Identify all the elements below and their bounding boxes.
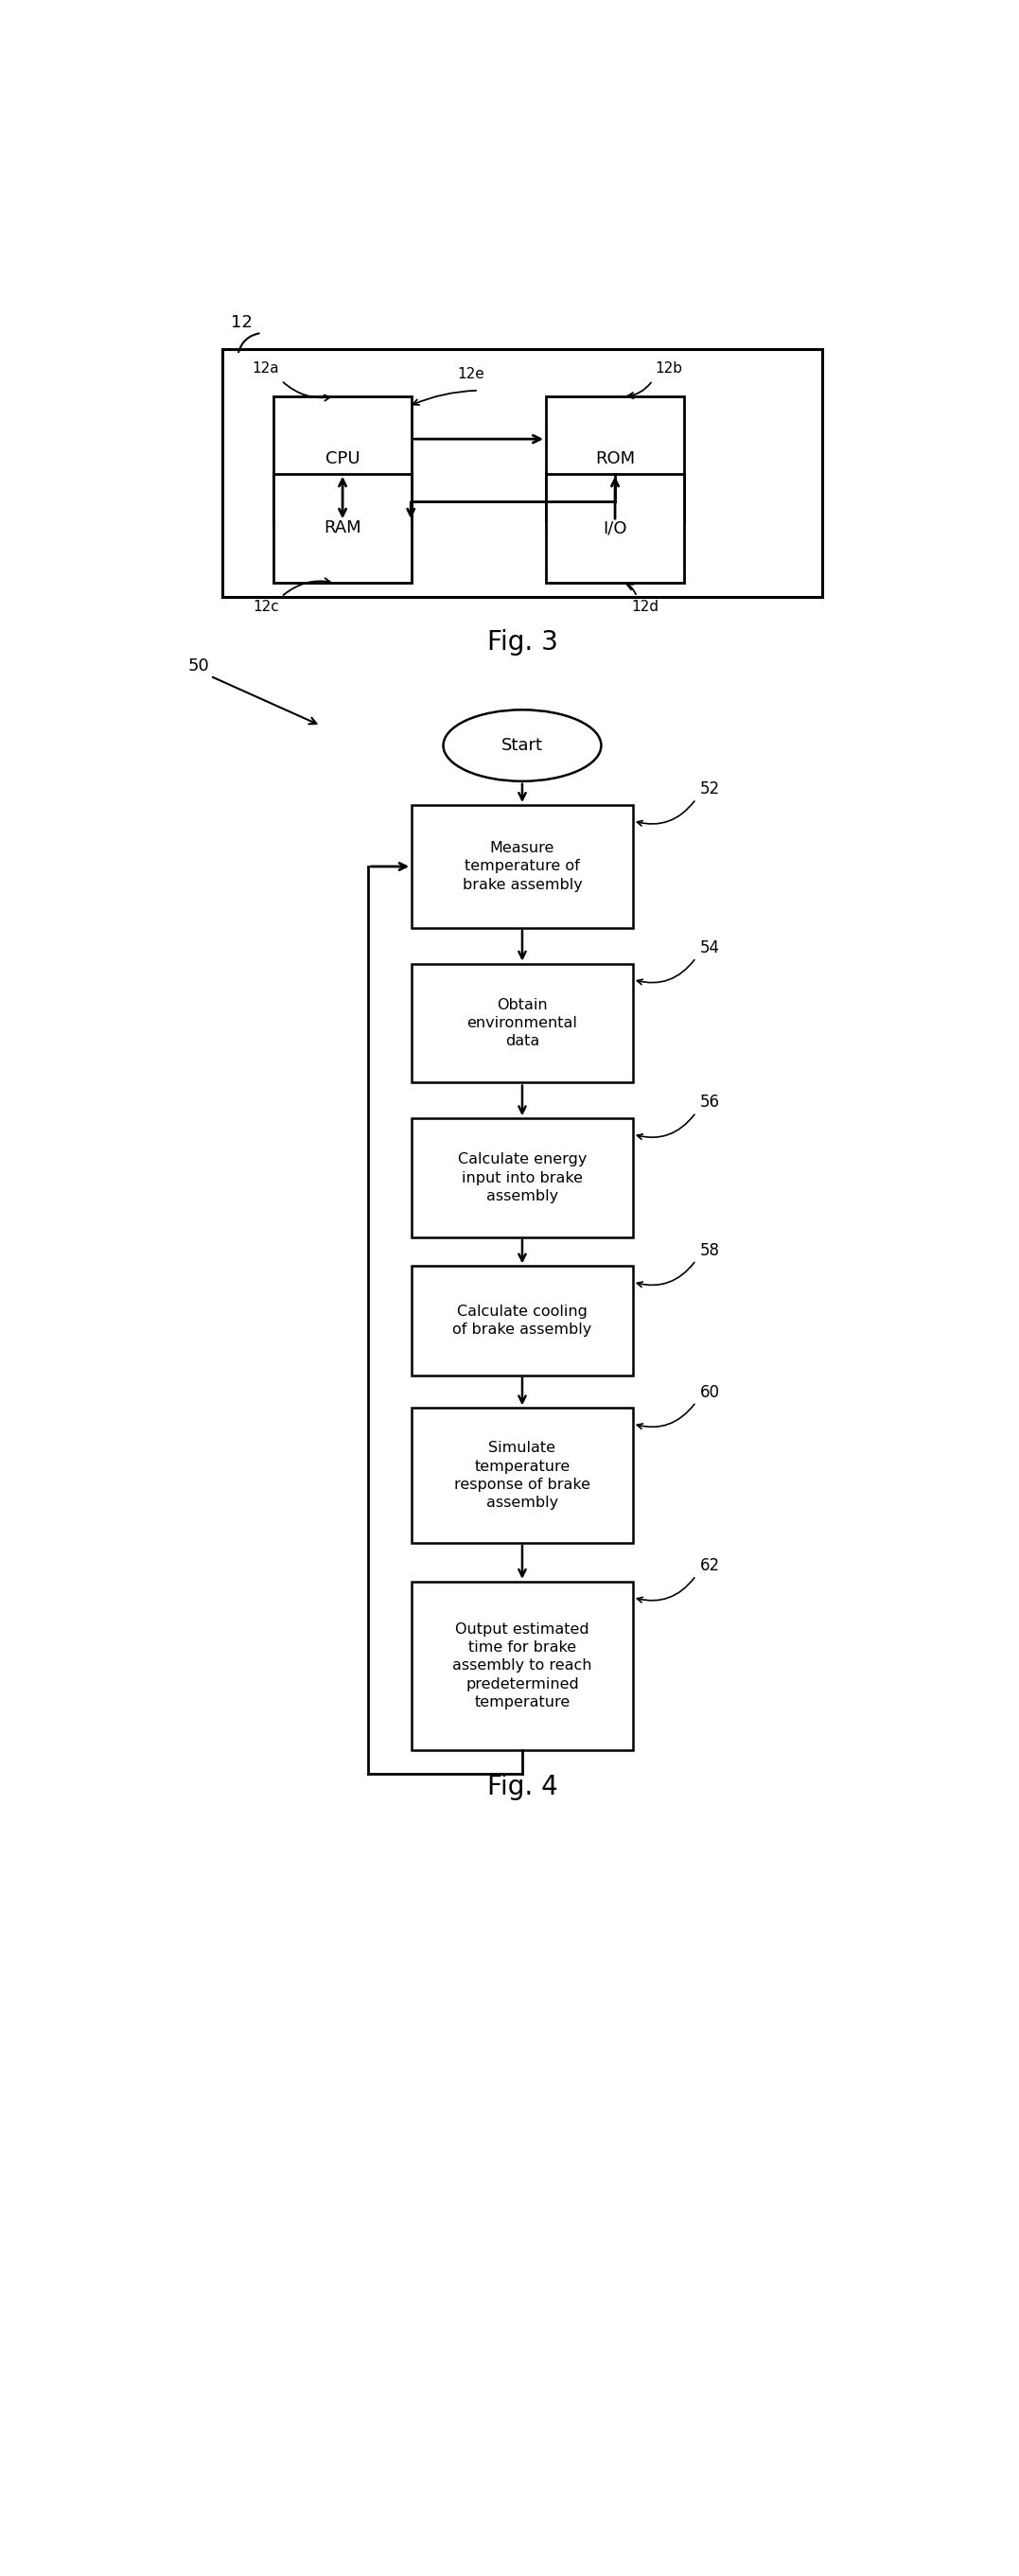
Text: 62: 62 <box>700 1556 719 1574</box>
Text: Measure
temperature of
brake assembly: Measure temperature of brake assembly <box>463 842 582 891</box>
Text: Start: Start <box>501 737 543 755</box>
Text: 12b: 12b <box>654 361 682 376</box>
Text: I/O: I/O <box>603 520 627 536</box>
Text: Calculate energy
input into brake
assembly: Calculate energy input into brake assemb… <box>458 1151 587 1203</box>
Bar <box>546 474 684 582</box>
Bar <box>412 1118 633 1236</box>
Bar <box>273 397 412 520</box>
Text: Fig. 4: Fig. 4 <box>487 1775 557 1801</box>
Text: 12e: 12e <box>458 368 484 381</box>
Text: 12d: 12d <box>631 600 658 613</box>
Text: 12c: 12c <box>253 600 279 613</box>
Text: 12: 12 <box>231 314 253 332</box>
Text: 52: 52 <box>700 781 719 799</box>
Text: Calculate cooling
of brake assembly: Calculate cooling of brake assembly <box>452 1303 592 1337</box>
Text: 60: 60 <box>700 1383 719 1401</box>
Text: Fig. 3: Fig. 3 <box>487 629 557 657</box>
Text: ROM: ROM <box>595 451 635 466</box>
Text: 56: 56 <box>700 1095 719 1110</box>
Bar <box>412 963 633 1082</box>
Text: RAM: RAM <box>324 520 362 536</box>
Bar <box>412 804 633 927</box>
Bar <box>273 474 412 582</box>
Bar <box>222 348 822 598</box>
Bar <box>412 1582 633 1749</box>
Bar <box>412 1409 633 1543</box>
Text: Obtain
environmental
data: Obtain environmental data <box>467 997 578 1048</box>
Text: CPU: CPU <box>325 451 360 466</box>
Text: 54: 54 <box>700 940 719 956</box>
Text: Output estimated
time for brake
assembly to reach
predetermined
temperature: Output estimated time for brake assembly… <box>452 1623 592 1710</box>
Bar <box>546 397 684 520</box>
Text: 50: 50 <box>187 657 209 675</box>
Ellipse shape <box>443 711 601 781</box>
Text: Simulate
temperature
response of brake
assembly: Simulate temperature response of brake a… <box>454 1440 590 1510</box>
Text: 12a: 12a <box>252 361 279 376</box>
Text: 58: 58 <box>700 1242 719 1260</box>
Bar <box>412 1267 633 1376</box>
